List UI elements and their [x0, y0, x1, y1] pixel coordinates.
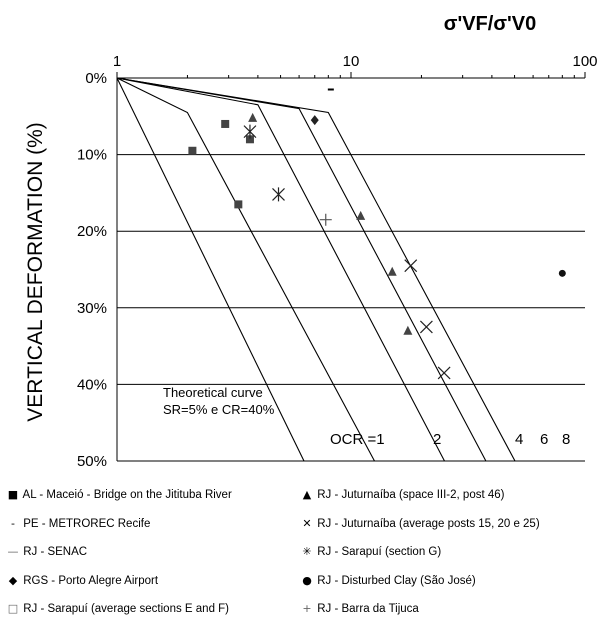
- legend-marker-icon: -: [11, 516, 15, 530]
- legend-item: ◆ RGS - Porto Alegre Airport: [6, 574, 296, 587]
- data-point-s6-0: [404, 259, 418, 273]
- annotation-line-1: Theoretical curve: [163, 385, 263, 400]
- legend-label: RGS - Porto Alegre Airport: [20, 574, 159, 587]
- legend-item: ▲ RJ - Juturnaíba (space III-2, post 46): [300, 488, 603, 501]
- data-point-s3-0: [310, 115, 319, 126]
- ocr-label-6: 6: [540, 431, 548, 448]
- data-point-s5-2: [387, 266, 397, 276]
- data-point-s9-0: [319, 213, 332, 226]
- curve-ocr-8: [116, 77, 516, 462]
- x-tick-label: 1: [113, 53, 121, 70]
- legend-item: ✳ RJ - Sarapuí (section G): [300, 545, 603, 558]
- legend-item: ■ AL - Maceió - Bridge on the Jitituba R…: [6, 488, 296, 501]
- legend-marker-icon: +: [302, 602, 312, 615]
- curve-ocr-4: [116, 77, 445, 462]
- curve-ocr-2: [116, 77, 375, 462]
- legend-marker-icon: □: [7, 602, 19, 615]
- y-tick-label: 30%: [77, 300, 107, 317]
- x-axis-title: σ'VF/σ'V0: [444, 13, 536, 35]
- data-point-s7-1: [272, 187, 285, 202]
- y-tick-label: 50%: [77, 453, 107, 470]
- ocr-label-2: 2: [433, 431, 441, 448]
- y-tick-label: 10%: [77, 147, 107, 164]
- legend-marker-icon: ●: [302, 573, 312, 587]
- data-point-s0-1: [221, 119, 230, 128]
- ocr-label-1: OCR =1: [330, 431, 385, 448]
- data-point-s5-1: [356, 210, 366, 220]
- y-tick-label: 40%: [77, 376, 107, 393]
- y-tick-label: 20%: [77, 223, 107, 240]
- legend-item: □ RJ - Sarapuí (average sections E and F…: [6, 602, 296, 615]
- legend-item: + RJ - Barra da Tijuca: [300, 602, 603, 615]
- legend-label: RJ - Juturnaíba (space III-2, post 46): [314, 489, 505, 501]
- legend-label: RJ - Sarapuí (average sections E and F): [20, 603, 230, 615]
- legend-label: PE - METROREC Recife: [20, 517, 151, 530]
- curve-ocr-1: [116, 77, 305, 462]
- chart: σ'VF/σ'V0 VERTICAL DEFORMATION (%) 0%10%…: [24, 13, 598, 470]
- y-tick-label: 0%: [85, 70, 107, 87]
- legend-marker-icon: ✕: [302, 516, 312, 530]
- data-point-s6-1: [419, 320, 433, 334]
- theoretical-curves: [116, 77, 516, 462]
- x-tick-label: 10: [343, 53, 360, 70]
- x-tick-labels: 1 10 100: [113, 53, 598, 70]
- legend-item: ✕ RJ - Juturnaíba (average posts 15, 20 …: [300, 517, 603, 530]
- x-tick-label: 100: [572, 53, 597, 70]
- y-axis-label: VERTICAL DEFORMATION (%): [24, 122, 47, 421]
- legend-label: RJ - Juturnaíba (average posts 15, 20 e …: [314, 517, 540, 530]
- legend-item: ● RJ - Disturbed Clay (São José): [300, 574, 603, 587]
- legend-marker-icon: ◆: [8, 573, 18, 587]
- legend-label: RJ - Sarapuí (section G): [314, 546, 442, 558]
- legend-label: RJ - Barra da Tijuca: [314, 603, 419, 615]
- data-point-s0-2: [234, 200, 243, 209]
- data-point-s5-3: [403, 325, 413, 335]
- ocr-label-8: 8: [562, 431, 570, 448]
- ocr-label-4: 4: [515, 431, 523, 448]
- data-point-s6-2: [437, 366, 451, 380]
- data-point-s7-0: [243, 124, 257, 139]
- legend: ■ AL - Maceió - Bridge on the Jitituba R…: [0, 480, 603, 637]
- legend-item: — RJ - SENAC: [6, 545, 296, 558]
- data-point-s0-0: [188, 146, 197, 155]
- legend-marker-icon: ▲: [302, 488, 312, 501]
- annotation-line-2: SR=5% e CR=40%: [163, 402, 275, 417]
- legend-marker-icon: ✳: [302, 545, 312, 558]
- data-point-s8-0: [558, 269, 566, 277]
- legend-label: RJ - Disturbed Clay (São José): [314, 574, 476, 587]
- legend-marker-icon: ■: [7, 488, 19, 501]
- legend-label: RJ - SENAC: [20, 546, 88, 558]
- legend-label: AL - Maceió - Bridge on the Jitituba Riv…: [20, 489, 232, 501]
- data-markers: [188, 88, 566, 380]
- legend-marker-icon: —: [7, 545, 19, 558]
- data-point-s0-3: [245, 135, 254, 144]
- y-tick-labels: 0% 10% 20% 30% 40% 50%: [77, 70, 107, 470]
- legend-item: - PE - METROREC Recife: [6, 517, 296, 530]
- data-point-s5-0: [248, 112, 258, 122]
